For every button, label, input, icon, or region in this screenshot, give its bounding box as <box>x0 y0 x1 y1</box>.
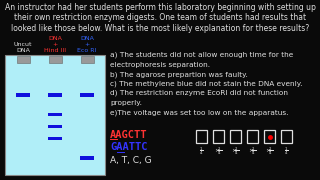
Bar <box>196 130 207 143</box>
Bar <box>247 130 258 143</box>
Bar <box>264 130 275 143</box>
FancyBboxPatch shape <box>5 55 105 175</box>
Text: a) The students did not allow enough time for the: a) The students did not allow enough tim… <box>110 52 293 58</box>
Text: c) The methylene blue did not stain the DNA evenly.: c) The methylene blue did not stain the … <box>110 80 302 87</box>
Text: d) The restriction enzyme EcoRI did not function: d) The restriction enzyme EcoRI did not … <box>110 90 288 96</box>
Bar <box>230 130 241 143</box>
Bar <box>49 56 61 63</box>
Text: DNA
+
Eco RI: DNA + Eco RI <box>77 36 97 53</box>
Bar <box>80 93 94 97</box>
Bar <box>81 56 93 63</box>
Bar <box>281 130 292 143</box>
Text: $\times\!\frac{1}{4}$: $\times\!\frac{1}{4}$ <box>214 145 223 157</box>
Text: $\times\!\frac{1}{4}$: $\times\!\frac{1}{4}$ <box>265 145 274 157</box>
Text: electrophoresis separation.: electrophoresis separation. <box>110 62 210 68</box>
Bar <box>48 137 62 140</box>
Text: Uncut
DNA: Uncut DNA <box>14 42 32 53</box>
Text: GAATTC: GAATTC <box>110 142 148 152</box>
Text: b) The agarose prepartion was faulty.: b) The agarose prepartion was faulty. <box>110 71 248 78</box>
Bar <box>48 93 62 97</box>
Text: AAGCTT: AAGCTT <box>110 130 148 140</box>
Text: $\frac{1}{4}$: $\frac{1}{4}$ <box>199 145 204 157</box>
Bar <box>48 125 62 129</box>
Text: e)The voltage was set too low on the apparatus.: e)The voltage was set too low on the app… <box>110 109 289 116</box>
Bar <box>17 56 29 63</box>
Bar <box>213 130 224 143</box>
Text: An instructor had her students perform this laboratory beginning with setting up: An instructor had her students perform t… <box>4 3 316 33</box>
Bar <box>48 113 62 116</box>
Text: A, T, C, G: A, T, C, G <box>110 156 152 165</box>
Text: $\times\!\frac{1}{4}$: $\times\!\frac{1}{4}$ <box>248 145 257 157</box>
Text: $\frac{1}{4}$: $\frac{1}{4}$ <box>284 145 289 157</box>
Bar <box>80 156 94 160</box>
Bar <box>16 93 30 97</box>
Text: DNA
+
Hind III: DNA + Hind III <box>44 36 66 53</box>
Text: $\times\!\frac{1}{4}$: $\times\!\frac{1}{4}$ <box>231 145 240 157</box>
Text: properly.: properly. <box>110 100 142 105</box>
